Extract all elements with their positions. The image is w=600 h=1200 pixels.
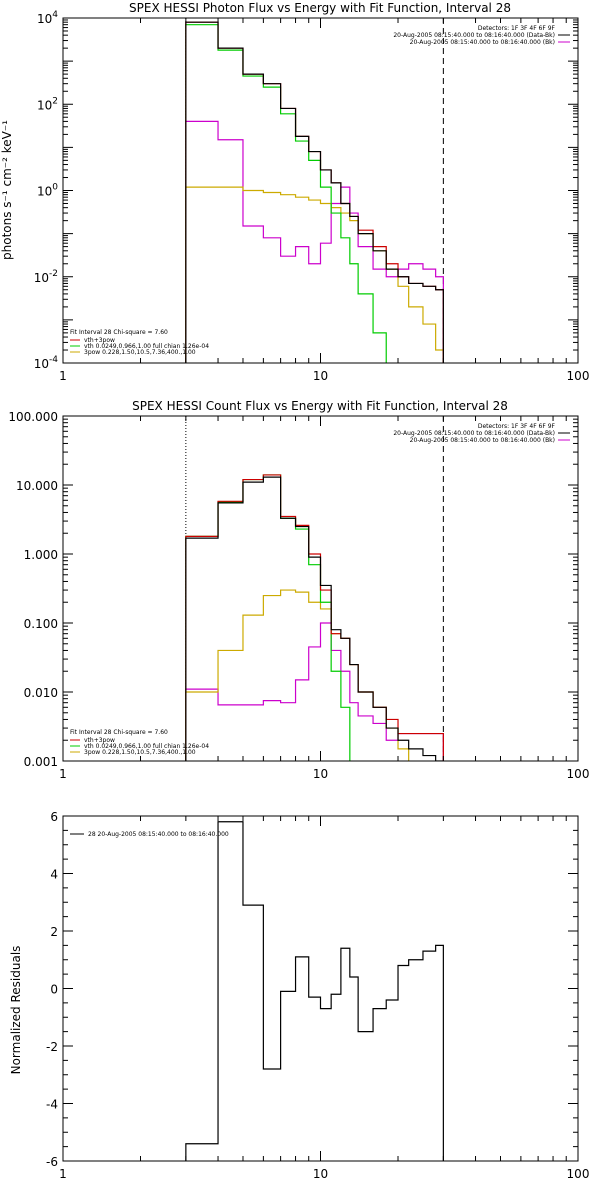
residuals-panel: Normalized Residuals 28 20-Aug-2005 08:1… xyxy=(9,810,589,1181)
data-series-line xyxy=(185,476,444,761)
x-tick-label: 100 xyxy=(567,767,590,781)
legend-nonthermal: 3pow 0.228,1.50,10.5,7.36,400.,1.00 xyxy=(84,349,196,356)
legend-residual: 28 20-Aug-2005 08:15:40.000 to 08:16:40.… xyxy=(88,831,229,838)
x-tick-label: 1 xyxy=(59,369,67,383)
y-tick-label: 2 xyxy=(50,925,58,939)
y-tick-label: 102 xyxy=(37,96,58,112)
legend-detectors: Detectors: 1F 3F 4F 6F 9F xyxy=(478,423,556,430)
legend-data-bk: 20-Aug-2005 08:15:40.000 to 08:16:40.000… xyxy=(393,430,555,437)
count-flux-panel: SPEX HESSI Count Flux vs Energy with Fit… xyxy=(8,399,590,781)
legend-data-bk: 20-Aug-2005 08:15:40.000 to 08:16:40.000… xyxy=(393,32,555,39)
thermal-series-line xyxy=(185,24,387,363)
legend-thermal: vth 0.0249,0.966,1.00 full chian 1.26e-0… xyxy=(84,743,209,750)
axis-ticks xyxy=(62,17,578,364)
legend-total: vth+3pow xyxy=(84,337,115,344)
y-tick-label: 0 xyxy=(50,983,58,997)
y-tick-label: 6 xyxy=(50,810,58,824)
photon-flux-title: SPEX HESSI Photon Flux vs Energy with Fi… xyxy=(129,1,511,15)
legend-bk: 20-Aug-2005 08:15:40.000 to 08:16:40.000… xyxy=(410,437,555,444)
legend-total: vth+3pow xyxy=(84,737,115,744)
y-tick-label: 100.000 xyxy=(8,410,58,424)
y-tick-label: -2 xyxy=(46,1040,58,1054)
y-tick-label: 10.000 xyxy=(16,479,58,493)
count-flux-legend: Detectors: 1F 3F 4F 6F 9F 20-Aug-2005 08… xyxy=(70,423,570,756)
x-tick-label: 10 xyxy=(313,767,328,781)
axis-ticks xyxy=(62,815,578,1162)
legend-thermal: vth 0.0249,0.966,1.00 full chian 1.26e-0… xyxy=(84,343,209,350)
y-tick-label: -6 xyxy=(46,1155,58,1169)
series-group xyxy=(185,416,444,761)
y-tick-label: 4 xyxy=(50,868,58,882)
data-series-line xyxy=(185,21,444,363)
x-tick-label: 100 xyxy=(567,1167,590,1181)
x-tick-label: 10 xyxy=(313,1167,328,1181)
total-series-line xyxy=(185,21,444,363)
photon-flux-plot-area xyxy=(62,17,578,364)
nonthermal-series-line xyxy=(185,589,410,761)
data-series-line xyxy=(185,821,444,1161)
y-tick-label: 1.000 xyxy=(24,548,58,562)
series-group xyxy=(185,821,444,1161)
y-tick-label: 0.001 xyxy=(24,755,58,769)
y-tick-label: 0.010 xyxy=(24,686,58,700)
residuals-plot-area xyxy=(62,815,578,1162)
count-flux-plot-area xyxy=(62,415,578,762)
y-tick-label: -4 xyxy=(46,1098,58,1112)
x-tick-label: 100 xyxy=(567,369,590,383)
photon-flux-legend: Detectors: 1F 3F 4F 6F 9F 20-Aug-2005 08… xyxy=(70,25,570,356)
x-tick-label: 1 xyxy=(59,1167,67,1181)
photon-flux-panel: SPEX HESSI Photon Flux vs Energy with Fi… xyxy=(0,1,590,383)
legend-nonthermal: 3pow 0.228,1.50,10.5,7.36,400.,1.00 xyxy=(84,749,196,756)
photon-flux-plot-frame xyxy=(62,17,579,364)
y-tick-label: 10-4 xyxy=(34,355,59,371)
legend-detectors: Detectors: 1F 3F 4F 6F 9F xyxy=(478,25,556,32)
y-tick-label: 100 xyxy=(37,183,58,199)
total-series-line xyxy=(185,474,444,761)
residuals-legend: 28 20-Aug-2005 08:15:40.000 to 08:16:40.… xyxy=(70,831,229,838)
legend-fit-header: Fit Interval 28 Chi-square = 7.60 xyxy=(70,729,168,736)
y-tick-label: 10-2 xyxy=(34,269,58,285)
residuals-plot-frame xyxy=(62,815,579,1162)
nonthermal-series-line xyxy=(185,186,444,363)
background-series-line xyxy=(185,622,444,761)
legend-bk: 20-Aug-2005 08:15:40.000 to 08:16:40.000… xyxy=(410,39,555,46)
count-flux-title: SPEX HESSI Count Flux vs Energy with Fit… xyxy=(132,399,508,413)
series-group xyxy=(185,18,444,363)
x-tick-label: 10 xyxy=(313,369,328,383)
y-tick-label: 104 xyxy=(37,10,58,26)
residuals-y-axis-label: Normalized Residuals xyxy=(9,946,23,1075)
photon-flux-y-axis-label: photons s⁻¹ cm⁻² keV⁻¹ xyxy=(0,120,14,260)
legend-fit-header: Fit Interval 28 Chi-square = 7.60 xyxy=(70,329,168,336)
thermal-series-line xyxy=(185,474,351,761)
count-flux-plot-frame xyxy=(62,415,579,762)
y-tick-label: 0.100 xyxy=(24,617,58,631)
axis-ticks xyxy=(62,415,578,762)
x-tick-label: 1 xyxy=(59,767,67,781)
